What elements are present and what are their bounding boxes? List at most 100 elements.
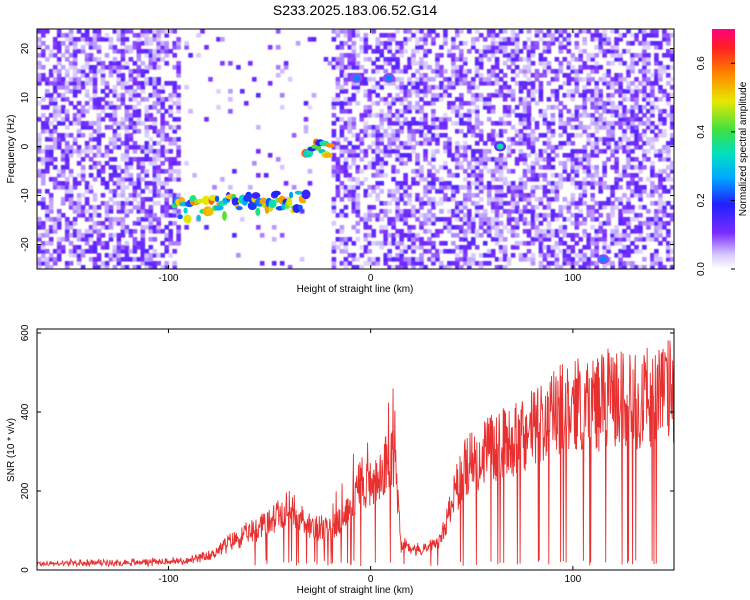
spectrogram-cell bbox=[188, 109, 193, 114]
spectrogram-cell bbox=[399, 89, 404, 94]
spectrogram-cell bbox=[602, 201, 607, 206]
spectrogram-cell bbox=[534, 89, 540, 94]
spectrogram-cell bbox=[359, 217, 365, 222]
spectrogram-cell bbox=[534, 157, 540, 162]
spectrogram-cell bbox=[622, 261, 627, 266]
spectrogram-cell bbox=[463, 77, 468, 82]
spectrogram-cell bbox=[45, 233, 50, 238]
spectrogram-cell bbox=[391, 241, 396, 246]
spectrogram-cell bbox=[391, 165, 396, 170]
spectrogram-cell bbox=[435, 53, 440, 58]
spectrogram-cell bbox=[494, 65, 500, 70]
spectrogram-cell bbox=[506, 65, 512, 70]
spectrogram-cell bbox=[391, 101, 396, 106]
spectrogram-cell bbox=[367, 209, 372, 214]
spectrogram-cell bbox=[646, 101, 651, 106]
spectrogram-cell bbox=[37, 29, 42, 34]
spectrogram-cell bbox=[526, 229, 532, 234]
spectrogram-cell bbox=[423, 101, 428, 106]
spectrogram-cell bbox=[407, 197, 412, 202]
spectrogram-cell bbox=[120, 53, 126, 58]
spectrogram-cell bbox=[582, 105, 587, 110]
spectrogram-cell bbox=[598, 229, 603, 234]
spectrogram-cell bbox=[152, 33, 158, 38]
spectrogram-cell bbox=[586, 165, 591, 170]
spectrogram-cell bbox=[455, 149, 460, 154]
spectrogram-cell bbox=[112, 265, 118, 269]
spectrogram-cell bbox=[590, 261, 595, 266]
spectrogram-cell bbox=[574, 105, 580, 110]
spectrogram-cell bbox=[164, 197, 169, 202]
spectrogram-cell bbox=[630, 217, 635, 222]
spectrogram-cell bbox=[570, 193, 576, 198]
spectrogram-cell bbox=[646, 149, 651, 154]
spectrogram-cell bbox=[371, 77, 376, 82]
spectrogram-cell bbox=[84, 233, 90, 238]
spectrogram-cell bbox=[343, 257, 349, 262]
spectrogram-cell bbox=[41, 173, 46, 178]
spectrogram-cell bbox=[638, 233, 643, 238]
spectrogram-cell bbox=[498, 69, 504, 74]
spectrogram-cell bbox=[363, 165, 369, 170]
spectrogram-cell bbox=[638, 81, 643, 86]
spectrogram-cell bbox=[590, 153, 595, 158]
spectrogram-cell bbox=[391, 81, 396, 86]
spectrogram-cell bbox=[514, 233, 520, 238]
spectrogram-cell bbox=[124, 137, 130, 142]
spectrogram-cell bbox=[538, 265, 544, 269]
spectrogram-cell bbox=[108, 37, 114, 42]
spectrogram-cell bbox=[152, 121, 158, 126]
spectrogram-cell bbox=[176, 125, 181, 130]
spectrogram-cell bbox=[72, 253, 78, 258]
spectrogram-cell bbox=[510, 93, 516, 98]
spectrogram-cell bbox=[403, 29, 408, 34]
spectrogram-cell bbox=[566, 37, 572, 42]
spectrogram-cell bbox=[112, 249, 118, 254]
spectrogram-cell bbox=[538, 261, 544, 266]
spectrogram-cell bbox=[486, 45, 492, 50]
spectrogram-cell bbox=[152, 129, 158, 134]
spectrogram-cell bbox=[630, 193, 635, 198]
spectrogram-cell bbox=[526, 193, 532, 198]
spectrogram-cell bbox=[562, 45, 568, 50]
spectrogram-cell bbox=[558, 173, 564, 178]
spectrogram-cell bbox=[172, 157, 177, 162]
spectrogram-cell bbox=[72, 249, 78, 254]
spectrogram-cell bbox=[80, 105, 86, 110]
spectrogram-cell bbox=[363, 189, 369, 194]
spectrogram-cell bbox=[455, 161, 460, 166]
spectrogram-cell bbox=[498, 169, 504, 174]
spectrogram-cell bbox=[76, 193, 82, 198]
spectrogram-cell bbox=[56, 29, 62, 34]
spectrogram-cell bbox=[45, 129, 50, 134]
spectrogram-cell bbox=[478, 185, 484, 190]
spectrogram-cell bbox=[646, 53, 651, 58]
spectrogram-cell bbox=[343, 265, 349, 269]
spectrogram-cell bbox=[335, 61, 341, 66]
spectrogram-cell bbox=[534, 225, 540, 230]
spectrogram-cell bbox=[451, 105, 456, 110]
spectrogram-cell bbox=[108, 137, 114, 142]
colorbar: 0.00.20.40.6 Normalized spectral amplitu… bbox=[696, 29, 749, 276]
spectrogram-cell bbox=[160, 265, 165, 269]
spectrogram-cell bbox=[562, 177, 568, 182]
spectrogram-cell bbox=[498, 213, 504, 218]
spectrogram-cell bbox=[447, 101, 452, 106]
spectrogram-cell bbox=[387, 57, 392, 62]
spectrogram-cell bbox=[594, 33, 599, 38]
spectrogram-cell bbox=[474, 209, 480, 214]
spectrogram-cell bbox=[399, 129, 404, 134]
spectrogram-cell bbox=[642, 245, 647, 250]
spectrogram-cell bbox=[658, 169, 663, 174]
spectrogram-cell bbox=[578, 57, 583, 62]
spectrogram-cell bbox=[132, 125, 138, 130]
spectrogram-cell bbox=[662, 29, 667, 34]
spectrogram-cell bbox=[68, 173, 74, 178]
spectrogram-cell bbox=[148, 157, 154, 162]
spectrogram-cell bbox=[602, 205, 607, 210]
spectrogram-cell bbox=[60, 97, 66, 102]
spectrogram-cell bbox=[447, 105, 452, 110]
spectrogram-cell bbox=[60, 133, 66, 138]
spectrogram-cell bbox=[120, 229, 126, 234]
spectrogram-cell bbox=[522, 209, 528, 214]
